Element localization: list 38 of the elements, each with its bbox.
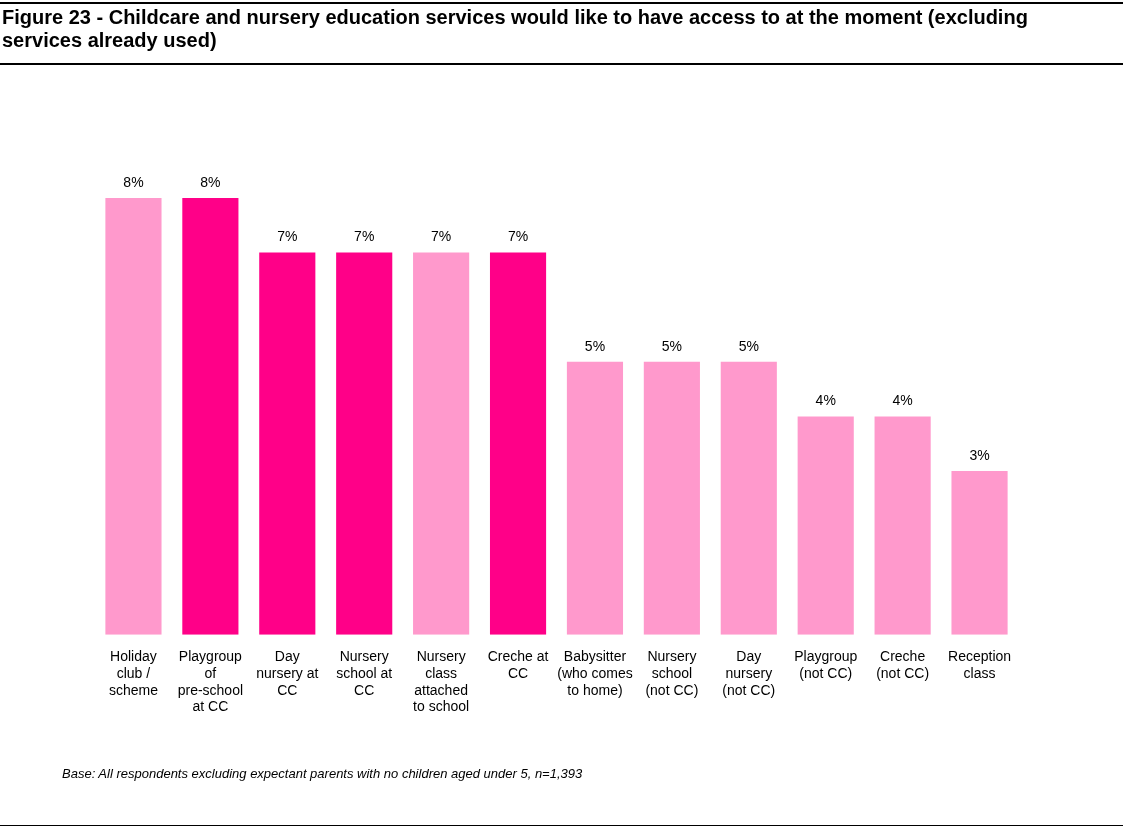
data-label: 3% bbox=[969, 446, 990, 463]
x-tick-label: Creche at CC bbox=[487, 648, 549, 681]
x-tick-label: Creche (not CC) bbox=[876, 648, 930, 681]
x-tick-label: Playgroup (not CC) bbox=[794, 648, 858, 681]
data-label: 5% bbox=[584, 337, 606, 354]
bar bbox=[105, 198, 162, 635]
data-label: 7% bbox=[277, 228, 298, 245]
data-label: 8% bbox=[123, 173, 144, 190]
bar bbox=[566, 361, 624, 635]
x-tick-label: Day nursery (not CC) bbox=[722, 648, 776, 698]
data-label: 5% bbox=[661, 337, 682, 354]
data-label: 4% bbox=[892, 392, 913, 409]
x-tick-label: Nursery school at CC bbox=[336, 648, 393, 698]
x-tick-label: Babysitter (who comes to home) bbox=[557, 648, 633, 698]
bar bbox=[797, 416, 854, 635]
bar bbox=[951, 471, 1008, 635]
text: Base: All respondents excluding expectant parents with no children aged under 5, n=1,393 bbox=[62, 766, 583, 781]
bar bbox=[259, 252, 316, 635]
bar bbox=[874, 416, 931, 635]
x-tick-label: Playgroup of pre-school at CC bbox=[177, 648, 244, 715]
bar bbox=[489, 252, 547, 635]
x-tick-label: Nursery school (not CC) bbox=[645, 648, 699, 698]
bar bbox=[413, 252, 470, 635]
bar bbox=[643, 361, 700, 635]
data-label: 7% bbox=[431, 228, 452, 245]
data-label: 4% bbox=[815, 392, 836, 409]
x-tick-label: Day nursery at CC bbox=[256, 648, 319, 698]
x-tick-label: Nursery class attached to school bbox=[413, 648, 470, 715]
data-label: 5% bbox=[738, 337, 759, 354]
x-tick-label: Reception class bbox=[948, 648, 1012, 681]
bar bbox=[336, 252, 393, 635]
data-label: 7% bbox=[354, 228, 375, 245]
chart-title: Figure 23 - Childcare and nursery education services would like to have access to at the moment (excluding services already used) bbox=[2, 6, 1029, 52]
data-label: 8% bbox=[200, 173, 221, 190]
data-label: 7% bbox=[507, 228, 529, 245]
bar bbox=[182, 198, 239, 635]
bar bbox=[720, 361, 777, 635]
x-tick-label: Holiday club / scheme bbox=[108, 648, 159, 698]
